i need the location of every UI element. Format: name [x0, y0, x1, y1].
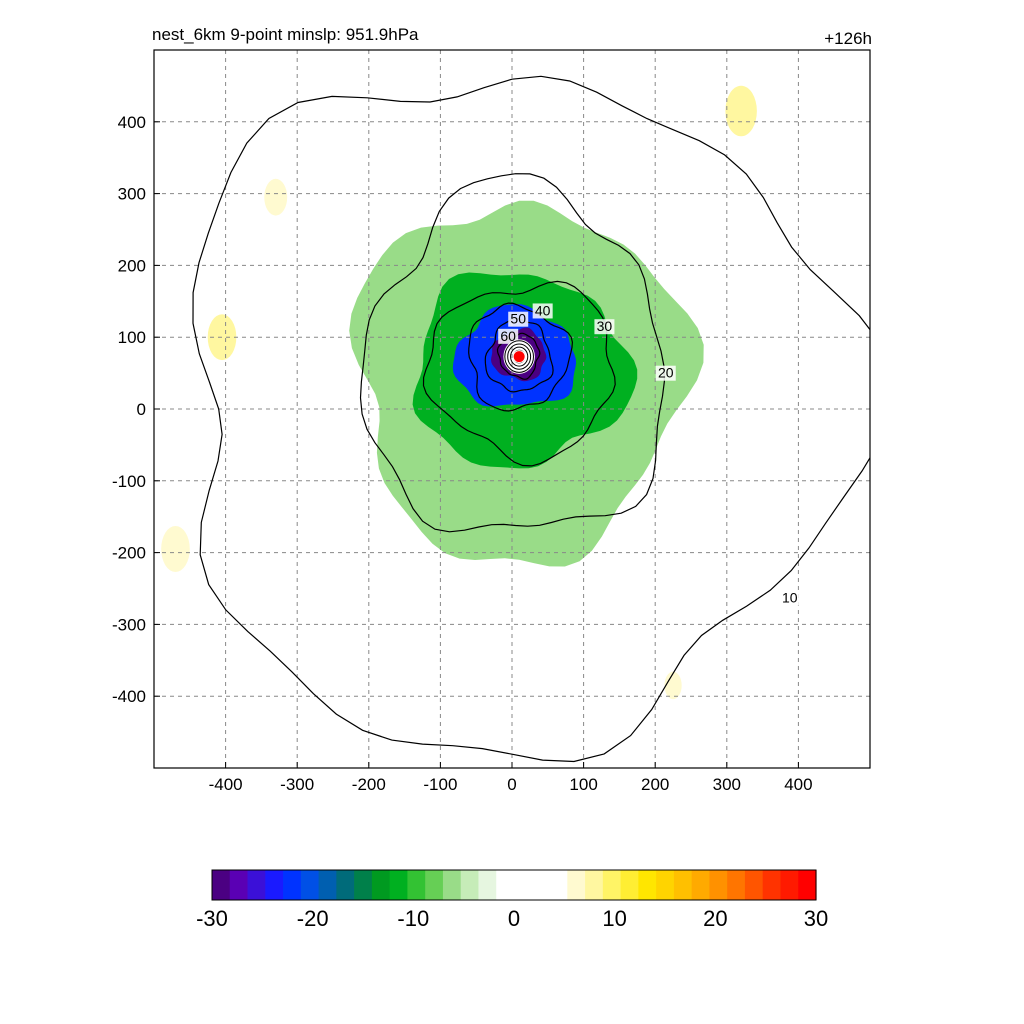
colorbar-frame: [211, 869, 817, 901]
y-tick-label: 300: [118, 185, 146, 204]
colorbar-cell: [762, 870, 782, 900]
x-tick-label: -200: [352, 775, 386, 794]
x-tick-label: -400: [209, 775, 243, 794]
colorbar-cell: [496, 870, 515, 900]
contour-label-20: 20: [658, 365, 674, 381]
colorbar-cell: [442, 870, 462, 900]
contour-label-40: 40: [535, 302, 551, 318]
colorbar-tick-label: 20: [703, 906, 727, 931]
y-tick-label: -200: [112, 544, 146, 563]
x-tick-label: 0: [507, 775, 516, 794]
colorbar-cell: [602, 870, 622, 900]
colorbar-cell: [371, 870, 391, 900]
y-axis: 400 300 200 100 0 -100 -200 -300 -400: [112, 113, 160, 706]
colorbar-cell: [425, 870, 444, 900]
contour-label-bg: [594, 319, 615, 335]
colorbar-cell: [389, 870, 409, 900]
x-tick-label: 100: [569, 775, 597, 794]
colorbar-cell: [514, 870, 533, 900]
colorbar-cell: [265, 870, 284, 900]
colorbar-cell: [585, 870, 604, 900]
contour-50: [484, 317, 554, 393]
colorbar-cell: [531, 870, 551, 900]
positive-patch-5: [664, 671, 682, 700]
x-tick-label: 300: [713, 775, 741, 794]
contour-label-bg: [532, 303, 553, 319]
x-tick-label: -100: [423, 775, 457, 794]
colorbar-cell: [780, 870, 799, 900]
center-marker: [512, 350, 526, 364]
forecast-hour-label: +126h: [824, 29, 872, 48]
colorbar-cell: [620, 870, 639, 900]
colorbar-tick-label: -30: [196, 906, 228, 931]
colorbar-cell: [549, 870, 568, 900]
colorbar-cell: [691, 870, 711, 900]
colorbar-cell: [283, 870, 302, 900]
y-tick-label: 100: [118, 328, 146, 347]
colorbar-cell: [478, 870, 497, 900]
contour-label-30: 30: [597, 318, 613, 334]
colorbar-cell: [567, 870, 586, 900]
positive-patch-4: [725, 85, 757, 137]
positive-patch-1: [207, 314, 237, 361]
x-tick-label: 200: [641, 775, 669, 794]
colorbar-cell: [744, 870, 764, 900]
colorbar-tick-label: 0: [508, 906, 520, 931]
colorbar-cell: [638, 870, 657, 900]
positive-patch-2: [264, 178, 288, 216]
colorbar-cell: [354, 870, 373, 900]
colorbar: -30 -20 -10 0 10 20 30: [196, 869, 828, 931]
contour-label-bg: [655, 365, 676, 381]
colorbar-tick-label: -10: [397, 906, 429, 931]
colorbar-cell: [336, 870, 355, 900]
y-tick-label: -400: [112, 687, 146, 706]
x-tick-label: 400: [784, 775, 812, 794]
colorbar-cell: [460, 870, 480, 900]
colorbar-cell: [798, 870, 817, 900]
contour-30: [422, 280, 616, 467]
y-tick-label: 0: [137, 400, 146, 419]
shading-layer: [161, 85, 757, 700]
x-axis: -400 -300 -200 -100 0 100 200 300 400: [209, 762, 813, 794]
contour-label-bg: [779, 590, 800, 606]
marker-layer: [512, 350, 526, 364]
colorbar-cell: [407, 870, 426, 900]
colorbar-labels: -30 -20 -10 0 10 20 30: [196, 906, 828, 931]
contour-label-bg: [498, 328, 519, 344]
colorbar-cell: [247, 870, 266, 900]
colorbar-cell: [656, 870, 675, 900]
contour-label-50: 50: [510, 311, 526, 327]
colorbar-cell: [673, 870, 693, 900]
colorbar-cell: [709, 870, 728, 900]
y-tick-label: -100: [112, 472, 146, 491]
colorbar-cells: [212, 870, 817, 900]
y-tick-label: 200: [118, 256, 146, 275]
contour-label-bg: [508, 311, 529, 327]
chart-title: nest_6km 9-point minslp: 951.9hPa: [152, 25, 419, 44]
eye-contour: [507, 343, 532, 370]
eye-contour: [504, 340, 534, 373]
x-tick-label: -300: [280, 775, 314, 794]
colorbar-cell: [300, 870, 320, 900]
contour-label-10: 10: [782, 590, 798, 606]
y-tick-label: -300: [112, 615, 146, 634]
colorbar-cell: [212, 870, 231, 900]
contour-20: [359, 173, 666, 533]
colorbar-cell: [229, 870, 249, 900]
contour-10: [192, 75, 870, 763]
contour-label-60: 60: [500, 328, 516, 344]
colorbar-tick-label: 30: [804, 906, 828, 931]
colorbar-cell: [318, 870, 337, 900]
colorbar-tick-label: -20: [297, 906, 329, 931]
colorbar-tick-label: 10: [602, 906, 626, 931]
eye-contour: [510, 346, 529, 367]
y-tick-label: 400: [118, 113, 146, 132]
positive-patch-3: [161, 526, 190, 572]
contour-60: [496, 332, 541, 380]
colorbar-cell: [727, 870, 746, 900]
